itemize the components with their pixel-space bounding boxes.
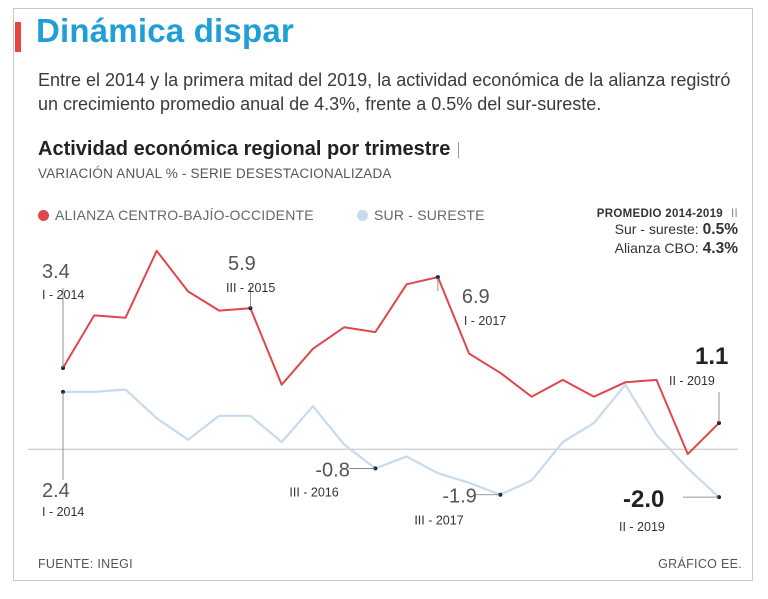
annotation-alianza-6-period: III - 2015 <box>226 281 275 295</box>
annotation-alianza-0-value: 3.4 <box>42 261 70 283</box>
average-title: PROMEDIO 2014-2019 II <box>597 208 738 220</box>
annotation-alianza-12-period: I - 2017 <box>464 314 506 328</box>
average-title-mark: II <box>731 208 738 220</box>
page-subtitle: Entre el 2014 y la primera mitad del 201… <box>38 70 731 114</box>
average-row-alianza: Alianza CBO: 4.3% <box>597 239 738 258</box>
average-box: PROMEDIO 2014-2019 II Sur - sureste: 0.5% … <box>597 208 738 258</box>
average-value-alianza: 4.3% <box>702 240 738 257</box>
chart-title-text: Actividad económica regional por trimest… <box>38 138 451 160</box>
annotation-sur-21-value: -2.0 <box>623 486 664 513</box>
legend-item-alianza: ALIANZA CENTRO-BAJÍO-OCCIDENTE <box>38 207 314 223</box>
annotation-alianza-21-period: II - 2019 <box>669 374 715 388</box>
title-divider <box>458 141 460 158</box>
series-line-sur <box>63 383 720 498</box>
chart-title: Actividad económica regional por trimest… <box>38 138 460 161</box>
annotation-sur-21-period: II - 2019 <box>619 520 665 534</box>
annotation-sur-14-period: III - 2017 <box>414 514 463 528</box>
page-title: Dinámica dispar <box>36 12 294 49</box>
average-label-sur: Sur - sureste: <box>614 221 699 237</box>
annotation-sur-0-period: I - 2014 <box>42 505 84 519</box>
annotation-alianza-0-period: I - 2014 <box>42 288 84 302</box>
graphic-credit: GRÁFICO EE. <box>658 557 742 571</box>
annotation-sur-14-value: -1.9 <box>442 486 476 508</box>
annotation-alianza-6-value: 5.9 <box>228 253 256 275</box>
legend-swatch-sur <box>357 210 368 221</box>
legend-label-alianza: ALIANZA CENTRO-BAJÍO-OCCIDENTE <box>55 207 314 223</box>
average-title-text: PROMEDIO 2014-2019 <box>596 208 723 220</box>
annotation-alianza-21-value: 1.1 <box>695 343 728 370</box>
title-accent-bar <box>15 22 21 52</box>
chart-subtitle: VARIACIÓN ANUAL % - SERIE DESESTACIONALI… <box>38 166 392 181</box>
annotation-sur-10-value: -0.8 <box>315 459 349 481</box>
legend-item-sur: SUR - SURESTE <box>357 207 485 223</box>
chart-frame <box>13 8 753 581</box>
average-row-sur: Sur - sureste: 0.5% <box>597 220 738 239</box>
legend-swatch-alianza <box>38 210 49 221</box>
average-value-sur: 0.5% <box>702 221 738 238</box>
annotation-alianza-12-value: 6.9 <box>462 286 490 308</box>
annotation-sur-0-value: 2.4 <box>42 480 70 502</box>
source-note: FUENTE: INEGI <box>38 557 133 571</box>
series-line-alianza <box>62 249 720 456</box>
legend-label-sur: SUR - SURESTE <box>374 207 485 223</box>
annotation-sur-10-period: III - 2016 <box>289 485 338 499</box>
average-label-alianza: Alianza CBO: <box>614 240 699 256</box>
